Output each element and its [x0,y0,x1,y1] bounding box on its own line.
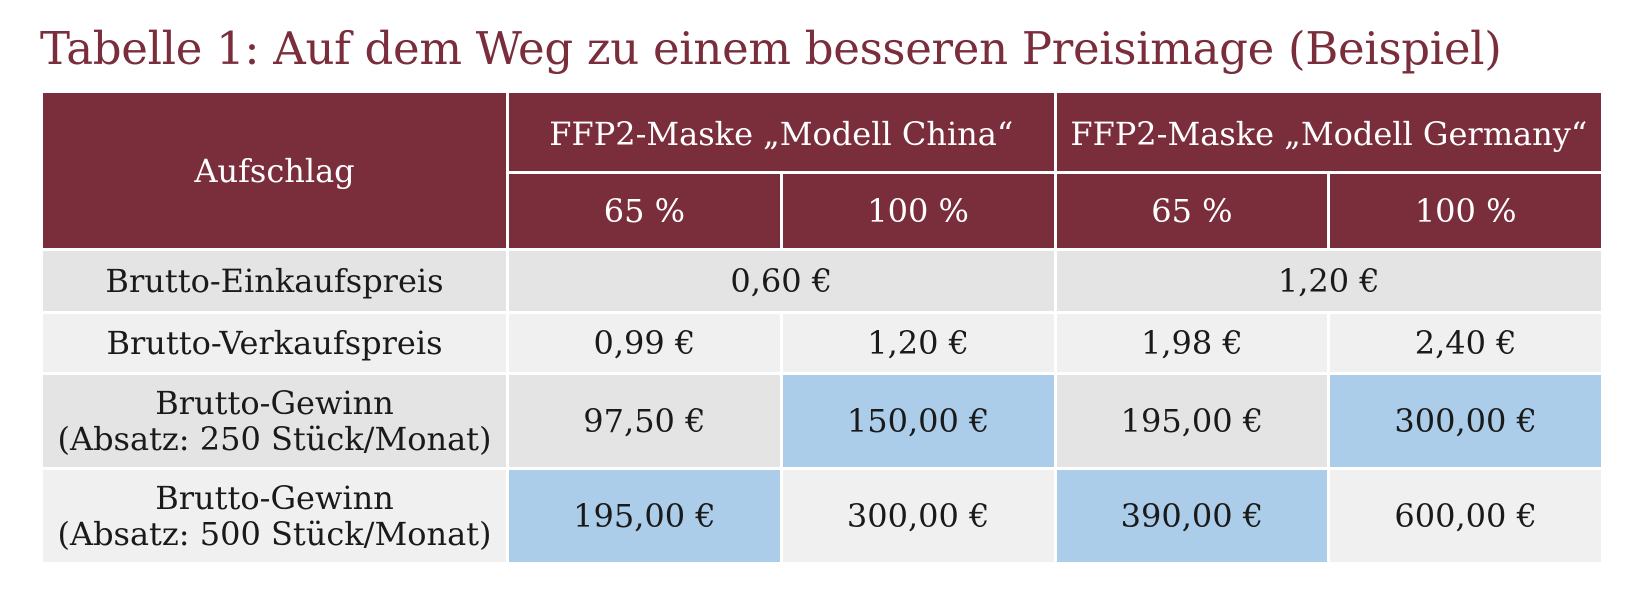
markup-header-germany-65: 65 % [1053,171,1331,251]
table-row: Brutto-Gewinn (Absatz: 500 Stück/Monat) … [40,467,1605,565]
profit-250-china-100: 150,00 € [779,372,1057,470]
profit-500-china-100: 300,00 € [779,467,1057,565]
group-header-china: FFP2-Maske „Modell China“ [506,90,1057,174]
row-label-profit-250: Brutto-Gewinn (Absatz: 250 Stück/Monat) [40,372,509,470]
sales-price-germany-65: 1,98 € [1053,311,1331,375]
profit-250-germany-100: 300,00 € [1327,372,1605,470]
row-label-sales-price: Brutto-Verkaufspreis [40,311,509,375]
pricing-table: Aufschlag FFP2-Maske „Modell China“ FFP2… [40,90,1605,565]
header-row-markups: 65 % 100 % 65 % 100 % [42,171,1605,251]
profit-500-china-65: 195,00 € [506,467,783,565]
table-row: Brutto-Verkaufspreis 0,99 € 1,20 € 1,98 … [40,311,1605,375]
markup-header-china-65: 65 % [506,171,783,251]
row-label-header: Aufschlag [40,90,509,250]
row-label-profit-500: Brutto-Gewinn (Absatz: 500 Stück/Monat) [40,467,509,565]
markup-header-china-100: 100 % [779,171,1057,251]
purchase-price-china: 0,60 € [506,248,1057,314]
table-row: Brutto-Einkaufspreis 0,60 € 1,20 € [40,248,1605,314]
row-label-line: Brutto-Gewinn [155,384,394,422]
purchase-price-germany: 1,20 € [1053,248,1605,314]
row-label-line: (Absatz: 500 Stück/Monat) [57,515,492,553]
markup-header-germany-100: 100 % [1327,171,1605,251]
table-title: Tabelle 1: Auf dem Weg zu einem besseren… [40,22,1502,75]
sales-price-germany-100: 2,40 € [1327,311,1605,375]
profit-250-china-65: 97,50 € [506,372,783,470]
sales-price-china-65: 0,99 € [506,311,783,375]
table-row: Brutto-Gewinn (Absatz: 250 Stück/Monat) … [40,372,1605,470]
profit-250-germany-65: 195,00 € [1053,372,1331,470]
row-label-line: Brutto-Gewinn [155,479,394,517]
header-row-groups: Aufschlag FFP2-Maske „Modell China“ FFP2… [40,90,1605,250]
profit-500-germany-65: 390,00 € [1053,467,1331,565]
group-header-germany: FFP2-Maske „Modell Germany“ [1053,90,1605,174]
row-label-line: (Absatz: 250 Stück/Monat) [57,420,492,458]
row-label-purchase-price: Brutto-Einkaufspreis [40,248,509,314]
sales-price-china-100: 1,20 € [779,311,1057,375]
profit-500-germany-100: 600,00 € [1327,467,1605,565]
